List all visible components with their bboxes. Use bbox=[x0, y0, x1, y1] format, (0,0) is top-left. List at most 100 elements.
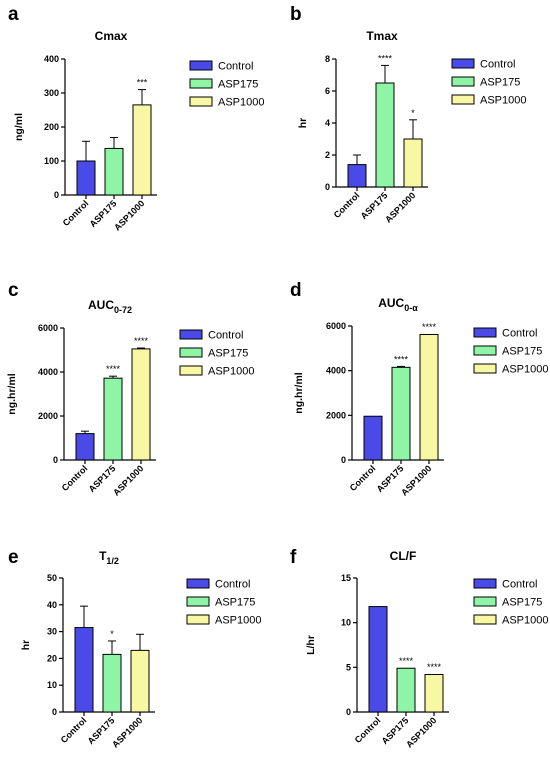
bar-control bbox=[368, 606, 388, 713]
significance-label: **** bbox=[427, 662, 442, 672]
y-tick-label: 0 bbox=[53, 455, 58, 465]
legend-label: ASP175 bbox=[480, 77, 520, 89]
legend-label: ASP1000 bbox=[218, 97, 264, 109]
bar-asp1000 bbox=[130, 649, 150, 713]
bar-asp1000 bbox=[131, 348, 151, 461]
y-axis-label: ng.hr/ml bbox=[293, 372, 305, 413]
y-tick-label: 30 bbox=[47, 627, 57, 637]
legend-label: ASP175 bbox=[218, 79, 258, 91]
chart-title: CL/F bbox=[390, 549, 417, 563]
significance-label: **** bbox=[378, 53, 393, 63]
y-axis-label: hr bbox=[20, 640, 32, 651]
significance-label: * bbox=[110, 629, 114, 639]
legend-label: Control bbox=[502, 328, 537, 340]
legend-label: ASP1000 bbox=[215, 615, 261, 627]
bar-asp1000 bbox=[424, 673, 444, 713]
panel-a: a Cmax ng/ml 0 100 200 300 400 Control ASP175 *** A… bbox=[8, 4, 264, 233]
y-tick-label: 0 bbox=[52, 707, 57, 717]
legend-label: ASP175 bbox=[208, 348, 248, 360]
chart-title: AUC0-72 bbox=[88, 298, 132, 315]
significance-label: **** bbox=[422, 322, 437, 332]
y-axis-label: L/hr bbox=[305, 635, 317, 655]
panel-letter: e bbox=[8, 547, 19, 568]
panel-c: c AUC0-72 ng.hr/ml 0 2000 4000 6000 Control ****… bbox=[6, 280, 254, 498]
bar-control bbox=[74, 627, 94, 713]
panel-letter: c bbox=[8, 280, 19, 301]
y-tick-label: 0 bbox=[346, 707, 351, 717]
legend-swatch bbox=[189, 60, 213, 71]
legend-label: ASP175 bbox=[502, 597, 542, 609]
significance-label: **** bbox=[134, 336, 149, 346]
legend-label: ASP175 bbox=[215, 597, 255, 609]
x-tick-label: ASP1000 bbox=[383, 190, 417, 224]
y-tick-label: 0 bbox=[325, 182, 330, 192]
y-tick-label: 300 bbox=[44, 88, 59, 98]
y-tick-label: 0 bbox=[54, 190, 59, 200]
significance-label: **** bbox=[394, 354, 409, 364]
y-tick-label: 100 bbox=[44, 156, 59, 166]
x-tick-label: ASP1000 bbox=[112, 198, 146, 232]
legend-swatch bbox=[189, 96, 213, 107]
bar-asp1000 bbox=[403, 138, 423, 188]
bar-asp175 bbox=[396, 667, 416, 713]
chart-title: AUC0-α bbox=[378, 296, 418, 313]
y-tick-label: 10 bbox=[341, 618, 351, 628]
bar-control bbox=[347, 164, 367, 188]
y-axis-label: ng.hr/ml bbox=[6, 373, 18, 414]
y-tick-label: 10 bbox=[47, 680, 57, 690]
bar-control bbox=[75, 433, 95, 461]
y-tick-label: 4000 bbox=[38, 367, 58, 377]
legend-label: ASP175 bbox=[502, 346, 542, 358]
legend-swatch bbox=[473, 363, 497, 374]
significance-label: **** bbox=[399, 656, 414, 666]
y-tick-label: 2000 bbox=[326, 410, 346, 420]
legend-swatch bbox=[186, 578, 210, 589]
bar-asp175 bbox=[391, 366, 411, 461]
y-tick-label: 200 bbox=[44, 122, 59, 132]
legend-label: Control bbox=[208, 330, 243, 342]
legend-label: ASP1000 bbox=[502, 615, 548, 627]
legend-swatch bbox=[179, 329, 203, 340]
y-tick-label: 4000 bbox=[326, 366, 346, 376]
bar-asp1000 bbox=[132, 104, 152, 196]
legend-label: Control bbox=[502, 579, 537, 591]
legend-swatch bbox=[473, 596, 497, 607]
x-tick-label: ASP1000 bbox=[111, 463, 145, 497]
y-tick-label: 20 bbox=[47, 653, 57, 663]
legend-label: Control bbox=[480, 59, 515, 71]
y-tick-label: 8 bbox=[325, 54, 330, 64]
y-axis-label: ng/ml bbox=[13, 113, 25, 141]
x-tick-label: ASP1000 bbox=[110, 715, 144, 749]
legend-swatch bbox=[473, 327, 497, 338]
legend-swatch bbox=[473, 578, 497, 589]
legend-swatch bbox=[186, 614, 210, 625]
panel-letter: f bbox=[290, 547, 297, 568]
x-tick-label: Control bbox=[353, 715, 383, 745]
legend-swatch bbox=[186, 596, 210, 607]
y-tick-label: 6000 bbox=[38, 323, 58, 333]
legend-label: ASP1000 bbox=[208, 366, 254, 378]
panel-letter: b bbox=[290, 4, 302, 25]
legend-label: ASP1000 bbox=[480, 95, 526, 107]
legend-swatch bbox=[473, 345, 497, 356]
y-tick-label: 0 bbox=[341, 455, 346, 465]
y-tick-label: 50 bbox=[47, 573, 57, 583]
bar-control bbox=[363, 415, 383, 461]
significance-label: * bbox=[411, 108, 415, 118]
x-tick-label: Control bbox=[332, 190, 362, 220]
bar-asp175 bbox=[103, 377, 123, 461]
y-tick-label: 5 bbox=[346, 662, 351, 672]
bar-control bbox=[76, 160, 96, 196]
panel-d: d AUC0-α ng.hr/ml 0 2000 4000 6000 Control **** A… bbox=[290, 280, 548, 498]
chart-title: T1/2 bbox=[99, 549, 119, 566]
x-tick-label: Control bbox=[61, 198, 91, 228]
bar-asp175 bbox=[104, 147, 124, 196]
y-tick-label: 2000 bbox=[38, 411, 58, 421]
chart-title: Cmax bbox=[95, 29, 128, 43]
bar-asp175 bbox=[102, 653, 122, 713]
y-tick-label: 4 bbox=[325, 118, 330, 128]
significance-label: **** bbox=[106, 364, 121, 374]
x-tick-label: Control bbox=[59, 715, 89, 745]
x-tick-label: Control bbox=[348, 463, 378, 493]
